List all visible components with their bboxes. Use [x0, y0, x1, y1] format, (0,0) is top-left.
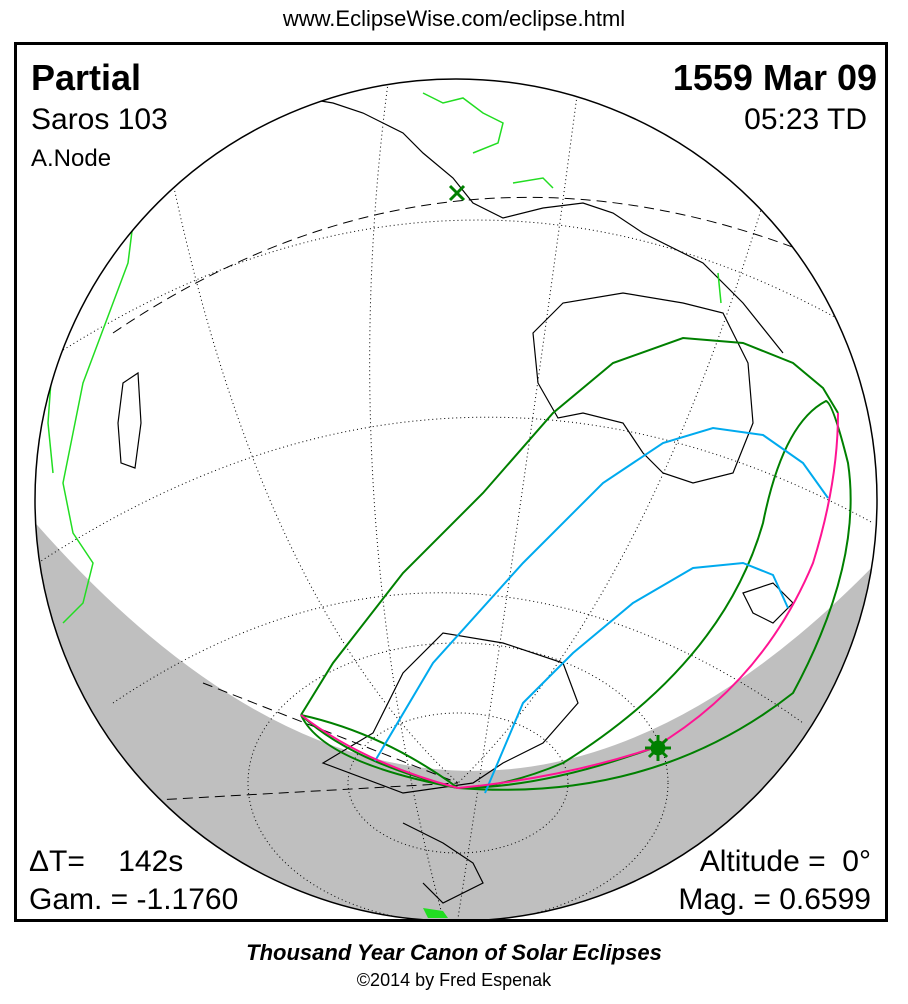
eclipse-time: 05:23 TD — [744, 103, 867, 136]
canon-title: Thousand Year Canon of Solar Eclipses — [246, 940, 662, 965]
eclipse-type: Partial — [31, 57, 142, 98]
magnitude: Mag. = 0.6599 — [678, 883, 871, 916]
coastlines — [117, 92, 794, 904]
magnitude-curve-2 — [484, 561, 789, 794]
globe-outline — [34, 78, 878, 919]
delta-t: ΔT= 142s — [29, 845, 184, 878]
magnitude-curve-1 — [374, 426, 829, 762]
graticule — [37, 82, 874, 919]
node-label: A.Node — [31, 145, 112, 172]
eclipse-date: 1559 Mar 09 — [672, 57, 877, 98]
globe-map — [34, 78, 878, 919]
penumbra-limit-north — [300, 336, 839, 716]
copyright: ©2014 by Fred Espenak — [356, 970, 552, 990]
antarctic-green — [423, 908, 448, 918]
saros-number: Saros 103 — [31, 103, 168, 136]
equator-ecliptic — [102, 196, 834, 804]
greatest-eclipse-marker — [645, 735, 671, 761]
eclipse-map-frame: Partial 1559 Mar 09 Saros 103 05:23 TD A… — [14, 42, 888, 922]
url-header: www.EclipseWise.com/eclipse.html — [282, 6, 626, 31]
subsolar-point-x-icon — [448, 184, 466, 202]
altitude: Altitude = 0° — [699, 845, 871, 878]
gamma: Gam. = -1.1760 — [29, 883, 239, 916]
